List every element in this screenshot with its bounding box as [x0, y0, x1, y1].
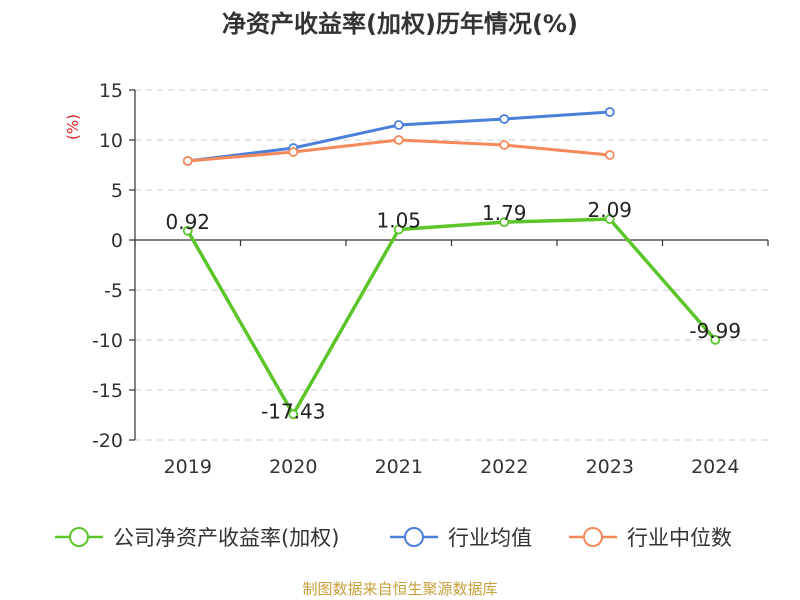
data-label: -9.99 [689, 319, 741, 343]
data-point [604, 150, 615, 160]
y-tick-label: 15 [99, 80, 123, 102]
x-tick-label: 2023 [586, 456, 634, 478]
series-line-0 [186, 217, 717, 417]
data-point [499, 140, 510, 150]
data-label: -17.43 [261, 399, 325, 423]
axes [129, 89, 769, 441]
y-tick-label: -15 [92, 380, 123, 402]
series-lines [182, 107, 721, 420]
x-tick-label: 2024 [691, 456, 739, 478]
y-tick-label: -20 [92, 430, 123, 452]
data-point [604, 214, 615, 225]
y-tick-label: 0 [111, 230, 123, 252]
data-label: 1.05 [376, 209, 421, 233]
data-point [393, 224, 404, 235]
data-point [499, 114, 510, 124]
x-tick-label: 2022 [480, 456, 528, 478]
data-point [710, 334, 721, 345]
data-point [604, 107, 615, 117]
legend-label: 行业中位数 [627, 526, 732, 550]
y-ticks: 15 10 5 0 -5 -10 -15 -20 [92, 80, 123, 452]
x-ticks: 2019 2020 2021 2022 2023 2024 [164, 456, 740, 478]
legend-label: 行业均值 [448, 526, 532, 550]
x-tick-label: 2020 [269, 456, 317, 478]
y-tick-label: -10 [92, 330, 123, 352]
data-point [182, 156, 193, 166]
data-label: 2.09 [587, 198, 632, 222]
legend-marker [69, 527, 89, 547]
data-point [499, 217, 510, 228]
legend-marker [583, 527, 603, 547]
x-tick-label: 2021 [375, 456, 423, 478]
data-label: 0.92 [165, 210, 210, 234]
y-axis-label: (%) [64, 114, 82, 140]
x-tick-label: 2019 [164, 456, 212, 478]
y-tick-label: -5 [104, 280, 123, 302]
data-point [182, 225, 193, 236]
y-tick-label: 5 [111, 180, 123, 202]
legend-marker [404, 527, 424, 547]
legend: 公司净资产收益率(加权) 行业均值 行业中位数 [55, 526, 732, 550]
data-label: 1.79 [482, 201, 527, 225]
data-point [393, 135, 404, 145]
data-point [288, 147, 299, 157]
y-tick-label: 10 [99, 130, 123, 152]
data-labels: 0.92 -17.43 1.05 1.79 2.09 -9.99 [165, 198, 741, 423]
data-point [288, 409, 299, 420]
legend-label: 公司净资产收益率(加权) [113, 526, 339, 550]
chart-title: 净资产收益率(加权)历年情况(%) [222, 10, 578, 38]
data-point [393, 120, 404, 130]
source-note: 制图数据来自恒生聚源数据库 [302, 580, 497, 598]
